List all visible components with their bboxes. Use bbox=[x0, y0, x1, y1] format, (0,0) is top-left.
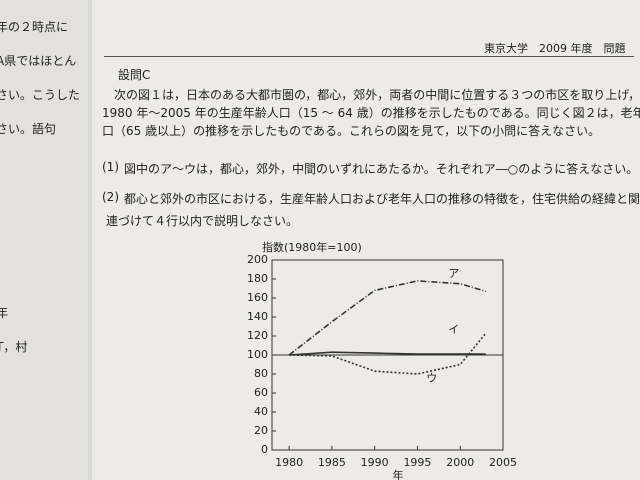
y-tick-label: 180 bbox=[247, 272, 268, 285]
paragraph-line: 口（65 歳以上）の推移を示したものである。これらの図を見て，以下の小問に答えな… bbox=[102, 124, 601, 138]
y-tick-label: 60 bbox=[254, 386, 268, 399]
y-tick-label: 0 bbox=[261, 443, 268, 456]
question-line: 図中のア～ウは，都心，郊外，中間のいずれにあたるか。それぞれア―○のように答えな… bbox=[124, 162, 639, 176]
section-label: 設問C bbox=[118, 68, 151, 82]
y-axis-label: 指数(1980年=100) bbox=[262, 240, 362, 254]
x-tick-label: 1990 bbox=[361, 456, 389, 469]
x-tick-label: 1980 bbox=[275, 456, 303, 469]
series-label: ウ bbox=[426, 372, 437, 385]
header-rule bbox=[104, 56, 634, 57]
x-axis-label: 年 bbox=[393, 468, 404, 480]
question-line: 連づけて４行以内で説明しなさい。 bbox=[106, 214, 299, 228]
left-page-line: T，村 bbox=[0, 340, 28, 354]
y-tick-label: 160 bbox=[247, 291, 268, 304]
series-line bbox=[289, 351, 486, 356]
left-page-line: さい。こうした bbox=[0, 88, 81, 102]
x-tick-label: 2005 bbox=[489, 456, 517, 469]
right-page: 東京大学 2009 年度 問題 設問C 次の図１は，日本のある大都市圏の，都心，… bbox=[92, 0, 640, 480]
paragraph-line: 次の図１は，日本のある大都市圏の，都心，郊外，両者の中間に位置する３つの市区を取… bbox=[114, 88, 640, 102]
x-tick-label: 1985 bbox=[318, 456, 346, 469]
y-tick-label: 20 bbox=[254, 424, 268, 437]
x-tick-label: 1995 bbox=[403, 456, 431, 469]
header-title: 東京大学 2009 年度 問題 bbox=[484, 42, 626, 55]
series-line bbox=[288, 280, 487, 356]
question-line: 都心と郊外の市区における，生産年齢人口および老年人口の推移の特徴を，住宅供給の経… bbox=[124, 192, 640, 206]
left-page-line: A県ではほとん bbox=[0, 54, 77, 68]
left-page-line: 年 bbox=[0, 306, 9, 320]
question-number: (2) bbox=[102, 190, 119, 204]
question-number: (1) bbox=[102, 160, 119, 174]
y-tick-label: 80 bbox=[254, 367, 268, 380]
y-tick-label: 40 bbox=[254, 405, 268, 418]
y-tick-label: 100 bbox=[247, 348, 268, 361]
series-label: ア bbox=[448, 267, 459, 280]
series-line bbox=[289, 332, 487, 375]
y-tick-label: 200 bbox=[247, 253, 268, 266]
series-label: イ bbox=[448, 323, 459, 336]
y-tick-label: 120 bbox=[247, 329, 268, 342]
left-page-line: さい。語句 bbox=[0, 122, 57, 136]
y-tick-label: 140 bbox=[247, 310, 268, 323]
left-page-line: 年の２時点に bbox=[0, 20, 69, 34]
paragraph-line: 1980 年～2005 年の生産年齢人口（15 ～ 64 歳）の推移を示したもの… bbox=[102, 106, 640, 120]
x-tick-label: 2000 bbox=[446, 456, 474, 469]
